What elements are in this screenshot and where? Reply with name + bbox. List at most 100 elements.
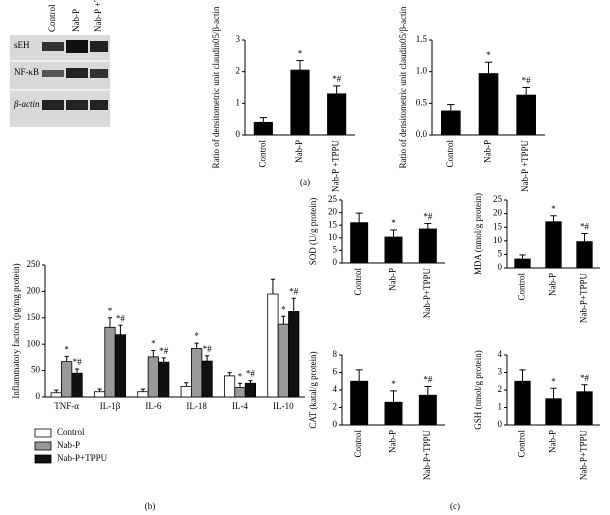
band (90, 69, 108, 78)
bar (114, 334, 126, 398)
bar (180, 386, 192, 398)
annotation: * (108, 306, 113, 316)
x-tick-label: Nab-P+TPPU (422, 268, 432, 319)
bar (277, 323, 289, 398)
y-tick-label: 25 (493, 194, 503, 204)
lane-label: Nab-P +TPPU (93, 0, 103, 32)
x-tick-label: Control (257, 140, 267, 168)
x-tick-label: IL-6 (145, 401, 161, 411)
y-tick-label: 3 (236, 34, 241, 44)
y-tick-label: 0 (333, 257, 338, 267)
bar (234, 387, 246, 398)
x-tick-label: Nab-P +TPPU (520, 140, 530, 192)
bar (478, 73, 499, 136)
y-axis-label: GSH (nmol/g protein) (473, 350, 483, 430)
y-tick-label: 1 (236, 97, 241, 107)
x-tick-label: TNF-α (54, 401, 79, 411)
y-axis-label: CAT (katal/g protein) (308, 351, 318, 428)
annotation: *# (423, 375, 433, 385)
annotation: * (151, 339, 156, 349)
y-tick-label: 200 (27, 285, 41, 295)
x-tick-label: Control (517, 430, 527, 458)
blot: sEH NF-κB β-actin Control Nab-P Nab-P +T… (10, 0, 110, 127)
y-tick-label: 25 (328, 194, 338, 204)
band (42, 100, 64, 110)
annotation: *# (580, 222, 590, 232)
y-tick-label: 8 (333, 349, 338, 359)
annotation: * (486, 50, 491, 60)
band (42, 42, 64, 51)
y-tick-label: 1.0 (416, 66, 428, 76)
annotation: *# (332, 74, 342, 84)
y-tick-label: 1.5 (416, 34, 428, 44)
y-tick-label: 0.5 (416, 97, 428, 107)
bar (94, 391, 106, 398)
bar (71, 372, 83, 398)
bar (350, 222, 369, 264)
legend-swatch (34, 428, 52, 438)
annotation: * (298, 49, 303, 59)
band (42, 70, 64, 77)
bar (327, 93, 347, 136)
annotation: * (281, 304, 286, 314)
x-tick-label: Nab-P+TPPU (579, 430, 589, 481)
bar (288, 311, 300, 398)
annotation: * (238, 371, 243, 381)
y-tick-label: 2 (498, 384, 503, 394)
x-tick-label: Nab-P (388, 430, 398, 453)
annotation: *# (203, 344, 213, 354)
bar (514, 380, 531, 426)
y-axis-label: Ratio of densitometric unit claudin05/β-… (211, 6, 221, 169)
x-tick-label: Nab-P (548, 430, 558, 453)
bar (61, 361, 73, 398)
bar (158, 361, 170, 398)
bar (50, 392, 62, 398)
annotation: *# (423, 211, 433, 221)
blot-row-label: sEH (14, 40, 30, 50)
bar (384, 236, 403, 264)
bar (191, 348, 203, 398)
y-axis-label: MDA (nmol/g protein) (473, 193, 483, 275)
y-axis-label: SOD (U/g protein) (308, 198, 318, 266)
annotation: *# (522, 76, 532, 86)
y-axis-label: Inflammatory factors (pg/mg protein) (11, 263, 21, 398)
annotation: *# (289, 286, 299, 296)
legend-label: Nab-P (57, 440, 80, 450)
bar (350, 380, 369, 426)
y-tick-label: 0 (36, 391, 41, 401)
bar (576, 391, 593, 426)
annotation: *# (73, 357, 83, 367)
bar (223, 375, 236, 398)
bar (576, 241, 593, 269)
bar (137, 391, 149, 398)
x-tick-label: Nab-P+TPPU (422, 430, 432, 481)
legend-label: Nab-P+TPPU (57, 453, 108, 463)
annotation: *# (116, 313, 126, 323)
x-tick-label: IL-10 (273, 401, 294, 411)
band (66, 40, 88, 53)
y-tick-label: 5 (333, 244, 338, 254)
panel-label: (a) (300, 177, 310, 187)
bar (147, 356, 159, 398)
y-tick-label: 4 (333, 384, 338, 394)
y-tick-label: 20 (493, 208, 503, 218)
x-tick-label: Control (353, 430, 363, 458)
x-tick-label: Nab-P (483, 140, 493, 163)
x-tick-label: IL-4 (232, 401, 248, 411)
y-tick-label: 0 (498, 419, 503, 429)
bar (201, 360, 213, 398)
x-tick-label: Control (445, 140, 455, 168)
y-tick-label: 15 (328, 219, 338, 229)
y-tick-label: 0.0 (416, 129, 428, 139)
bar (516, 94, 536, 136)
y-tick-label: 50 (31, 365, 41, 375)
y-tick-label: 2 (236, 66, 241, 76)
y-tick-label: 0 (236, 129, 241, 139)
y-tick-label: 2 (333, 402, 338, 412)
y-tick-label: 0 (498, 262, 503, 272)
x-tick-label: IL-18 (186, 401, 207, 411)
y-tick-label: 10 (493, 235, 503, 245)
y-tick-label: 10 (328, 232, 338, 242)
bar (290, 69, 310, 136)
